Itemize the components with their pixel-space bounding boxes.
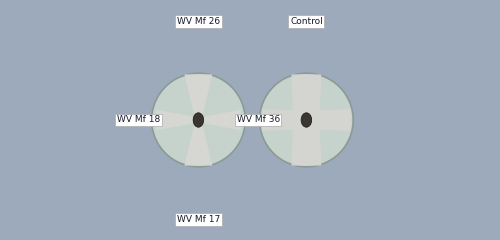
Polygon shape <box>198 110 240 130</box>
Text: WV Mf 17: WV Mf 17 <box>177 215 220 224</box>
Ellipse shape <box>193 113 203 127</box>
Circle shape <box>260 73 353 167</box>
Polygon shape <box>184 120 212 166</box>
Text: Control: Control <box>290 17 323 26</box>
Polygon shape <box>292 74 322 120</box>
Polygon shape <box>262 109 306 131</box>
Polygon shape <box>156 110 198 130</box>
Polygon shape <box>306 109 351 131</box>
Text: WV Mf 26: WV Mf 26 <box>177 17 220 26</box>
Text: WV Mf 18: WV Mf 18 <box>117 115 160 125</box>
Circle shape <box>152 73 245 167</box>
Polygon shape <box>184 74 212 120</box>
Text: WV Mf 36: WV Mf 36 <box>236 115 280 125</box>
Ellipse shape <box>301 113 312 127</box>
Polygon shape <box>292 120 322 166</box>
